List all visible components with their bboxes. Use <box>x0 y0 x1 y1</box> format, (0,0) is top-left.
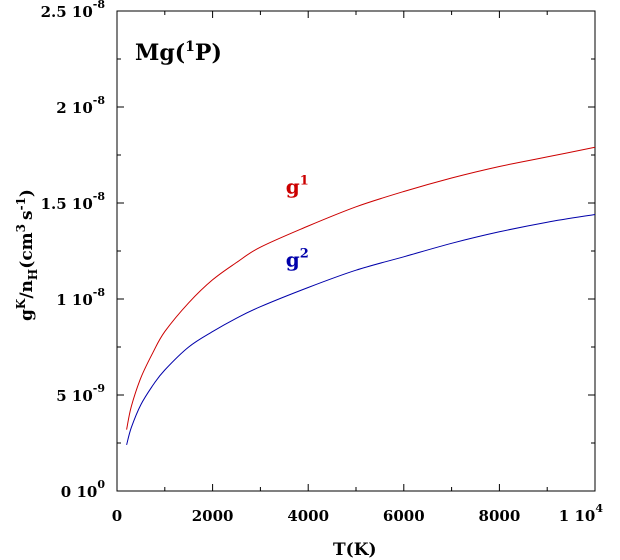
x-tick-label: 2000 <box>192 507 234 525</box>
series-label-sup: 1 <box>300 173 309 188</box>
y-tick-label: 0 100 <box>61 478 106 501</box>
ylabel-slash: / <box>17 292 37 299</box>
y-tick-label-text: 2.5 10 <box>41 3 93 21</box>
series-line-g2 <box>126 214 596 446</box>
x-tick-label: 4000 <box>287 507 329 525</box>
ticks <box>116 10 596 492</box>
y-tick-label-sup: -8 <box>93 94 106 107</box>
x-tick-label-text: 6000 <box>383 507 425 525</box>
chart-title: Mg(1P) <box>135 39 222 66</box>
ylabel-s: s <box>17 210 37 220</box>
y-tick-label: 5 10-9 <box>56 382 105 405</box>
plot-frame <box>116 10 596 492</box>
y-tick-label-text: 5 10 <box>56 387 93 405</box>
series-label-g1: g1 <box>286 173 309 198</box>
x-tick-label: 8000 <box>479 507 521 525</box>
x-tick-label: 6000 <box>383 507 425 525</box>
series-lines <box>126 146 596 446</box>
y-tick-label-text: 1 10 <box>56 291 93 309</box>
ylabel-open: ( <box>17 261 37 269</box>
series-label-main: g <box>286 247 300 271</box>
y-tick-label: 2 10-8 <box>56 94 105 117</box>
y-tick-label: 2.5 10-8 <box>41 0 106 21</box>
ylabel-g-sup: K <box>14 298 28 309</box>
y-tick-label-text: 1.5 10 <box>41 195 93 213</box>
ylabel-cm-sup: 3 <box>14 224 28 232</box>
y-tick-label-sup: -8 <box>93 286 106 299</box>
series-line-g1 <box>126 146 596 430</box>
y-tick-label: 1.5 10-8 <box>41 190 106 213</box>
ylabel-n-sub: H <box>26 269 40 280</box>
x-tick-label: 0 <box>112 507 122 525</box>
y-tick-label-sup: 0 <box>97 478 105 491</box>
y-axis-title: gK/nH(cm3 s-1) <box>14 189 40 321</box>
series-label-main: g <box>286 174 300 198</box>
y-tick-label-text: 0 10 <box>61 483 98 501</box>
ylabel-s-sup: -1 <box>14 197 28 210</box>
series-label-sup: 2 <box>300 246 309 261</box>
x-tick-label: 1 104 <box>559 502 604 525</box>
title-open: ( <box>175 40 185 66</box>
title-sup: 1 <box>185 39 195 55</box>
y-tick-label-sup: -9 <box>93 382 105 395</box>
y-tick-label: 1 10-8 <box>56 286 105 309</box>
title-element: Mg <box>135 40 175 66</box>
ylabel-close: ) <box>17 189 37 197</box>
x-tick-label-text: 0 <box>112 507 122 525</box>
title-close: ) <box>211 40 221 66</box>
ylabel-cm: cm <box>17 232 37 260</box>
ylabel-n: n <box>17 280 37 292</box>
ylabel-g: g <box>17 309 37 321</box>
x-tick-label-text: 1 10 <box>559 507 596 525</box>
x-tick-label-text: 2000 <box>192 507 234 525</box>
series-label-g2: g2 <box>286 246 309 271</box>
title-main: P <box>195 40 212 66</box>
y-tick-label-sup: -8 <box>93 190 106 203</box>
y-tick-label-sup: -8 <box>93 0 106 11</box>
x-tick-label-sup: 4 <box>595 502 603 515</box>
y-tick-label-text: 2 10 <box>56 99 93 117</box>
x-tick-label-text: 4000 <box>287 507 329 525</box>
x-tick-label-text: 8000 <box>479 507 521 525</box>
x-axis-title: T(K) <box>333 540 377 560</box>
